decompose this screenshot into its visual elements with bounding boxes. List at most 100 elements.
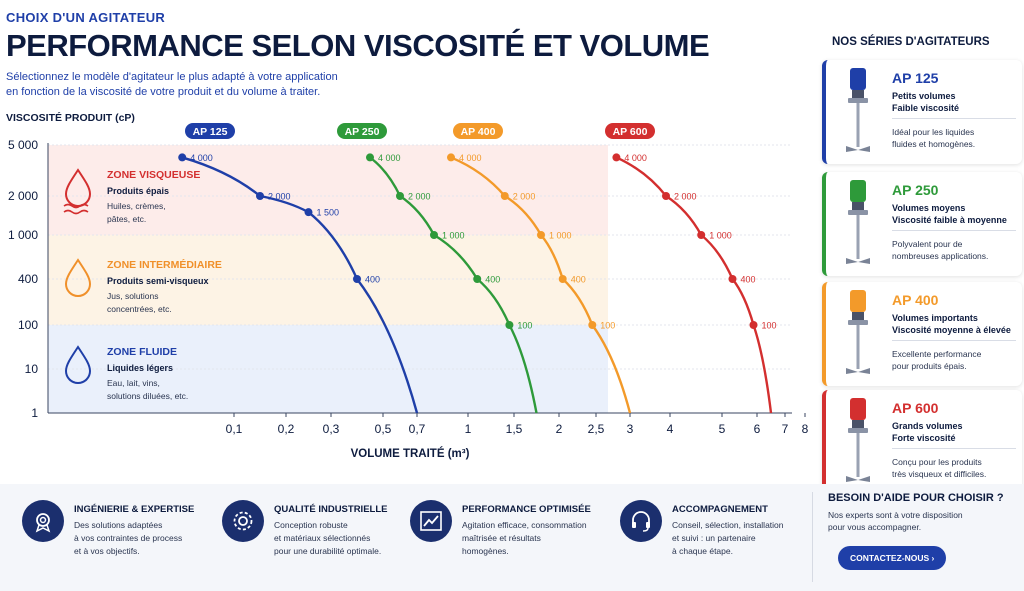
card-desc-line: nombreuses applications.	[892, 251, 989, 261]
zone-subtitle: Produits semi-visqueux	[107, 276, 209, 286]
feature-desc: Conseil, sélection, installation et suiv…	[672, 519, 812, 558]
data-point	[588, 321, 597, 329]
data-label: 1 000	[549, 231, 572, 241]
data-point	[749, 321, 758, 329]
data-label: 100	[600, 321, 615, 331]
feature-title: INGÉNIERIE & EXPERTISE	[74, 504, 195, 515]
help-box: BESOIN D'AIDE POUR CHOISIR ? Nos experts…	[828, 492, 1018, 570]
data-point	[505, 321, 514, 329]
viscosity-volume-chart: 1 10 100 400 1 000 2 000 5 000 VISCOSITÉ PRODUI…	[6, 111, 809, 460]
feature-desc-line: et matériaux sélectionnés	[274, 533, 371, 543]
x-tick-label: 8	[802, 422, 809, 436]
series-card-ap-250[interactable]: AP 250 Volumes moyens Viscosité faible à…	[822, 172, 1022, 276]
page-title: PERFORMANCE SELON VISCOSITÉ ET VOLUME	[6, 28, 710, 63]
x-tick-label: 7	[782, 422, 789, 436]
data-label: 400	[741, 275, 756, 285]
card-line1: Petits volumes	[892, 91, 956, 101]
feature-desc-line: Agitation efficace, consommation	[462, 520, 587, 530]
y-tick-label: 1 000	[8, 228, 38, 242]
series-card-ap-600[interactable]: AP 600 Grands volumes Forte viscosité Co…	[822, 390, 1022, 494]
series-panel-title: NOS SÉRIES D'AGITATEURS	[832, 36, 990, 48]
x-tick-label: 0,3	[323, 422, 340, 436]
card-desc-line: Idéal pour les liquides	[892, 127, 975, 137]
y-tick-label: 2 000	[8, 189, 38, 203]
data-label: 2 000	[513, 192, 536, 202]
y-tick-label: 1	[31, 406, 38, 420]
series-card-ap-400[interactable]: AP 400 Volumes importants Viscosité moye…	[822, 282, 1022, 386]
zone-desc: Jus, solutions	[107, 291, 159, 301]
card-divider	[892, 448, 1016, 449]
headset-icon	[620, 500, 662, 542]
data-point	[500, 192, 509, 200]
x-tick-label: 1	[465, 422, 472, 436]
data-point	[304, 208, 313, 217]
card-line2: Faible viscosité	[892, 103, 960, 113]
subtitle-line: Sélectionnez le modèle d'agitateur le pl…	[6, 71, 338, 83]
data-point	[256, 192, 264, 200]
card-desc: Excellente performance pour produits épa…	[892, 348, 1022, 372]
data-point	[473, 275, 482, 283]
viscous-drop-icon	[64, 168, 92, 207]
data-label: 4 000	[624, 153, 647, 163]
data-point	[537, 231, 545, 239]
y-tick-label: 100	[18, 318, 38, 332]
zone-desc: solutions diluées, etc.	[107, 391, 188, 401]
zone-2: ZONE FLUIDE Liquides légers Eau, lait, vin…	[64, 345, 188, 401]
zone-desc: Huiles, crèmes,	[107, 201, 166, 211]
card-desc-line: pour produits épais.	[892, 361, 967, 371]
data-label: 400	[485, 275, 500, 285]
series-pill	[185, 123, 235, 139]
data-point	[697, 231, 706, 239]
card-desc-line: Excellente performance	[892, 349, 982, 359]
feature-desc-line: Conseil, sélection, installation	[672, 520, 784, 530]
x-tick-label: 6	[754, 422, 761, 436]
series-card-ap-125[interactable]: AP 125 Petits volumes Faible viscosité I…	[822, 60, 1022, 164]
subtitle: Sélectionnez le modèle d'agitateur le pl…	[6, 70, 426, 100]
card-line1: Volumes moyens	[892, 203, 966, 213]
zone-band	[48, 235, 608, 325]
zone-desc: pâtes, etc.	[107, 214, 146, 224]
data-label: 1 000	[442, 231, 465, 241]
card-desc: Conçu pour les produits très visqueux et…	[892, 456, 1022, 480]
card-desc-line: Polyvalent pour de	[892, 239, 963, 249]
data-label: 2 000	[674, 192, 697, 202]
data-label: 1 000	[709, 231, 732, 241]
series-line	[181, 156, 419, 414]
card-divider	[892, 118, 1016, 119]
card-title: AP 600	[892, 400, 939, 416]
data-point	[612, 153, 621, 162]
help-desc: Nos experts sont à votre disposition pou…	[828, 509, 1008, 533]
data-label: 4 000	[190, 153, 213, 163]
card-line2: Viscosité moyenne à élevée	[892, 325, 1011, 335]
data-label: 100	[517, 321, 532, 331]
x-tick-label: 4	[667, 422, 674, 436]
data-point	[728, 275, 737, 283]
divider	[812, 492, 813, 582]
feature-desc-line: et suivi : un partenaire	[672, 533, 756, 543]
series-line	[615, 156, 773, 414]
contact-button[interactable]: CONTACTEZ-NOUS ›	[838, 546, 947, 570]
feature-desc-line: à chaque étape.	[672, 546, 733, 556]
y-tick-label: 5 000	[8, 138, 38, 152]
x-tick-label: 0,2	[278, 422, 295, 436]
x-tick-label: 3	[627, 422, 634, 436]
zone-title: ZONE VISQUEUSE	[107, 169, 200, 181]
data-label: 400	[571, 275, 586, 285]
zone-subtitle: Liquides légers	[107, 363, 173, 373]
card-desc: Polyvalent pour de nombreuses applicatio…	[892, 238, 1022, 262]
card-divider	[892, 230, 1016, 231]
x-tick-label: 5	[719, 422, 726, 436]
data-label: 1 500	[317, 208, 340, 218]
help-desc-line: Nos experts sont à votre disposition	[828, 510, 963, 520]
feature-desc-line: pour une durabilité optimale.	[274, 546, 382, 556]
data-point	[178, 153, 187, 162]
agitator-icon	[846, 398, 870, 482]
data-label: 2 000	[408, 192, 431, 202]
feature-desc: Des solutions adaptées à vos contraintes…	[74, 519, 214, 558]
x-tick-label: 2	[556, 422, 563, 436]
card-title: AP 250	[892, 182, 939, 198]
card-desc-line: fluides et homogènes.	[892, 139, 976, 149]
series-pill	[453, 123, 503, 139]
subtitle-line: en fonction de la viscosité de votre pro…	[6, 86, 321, 98]
data-point	[430, 231, 438, 239]
